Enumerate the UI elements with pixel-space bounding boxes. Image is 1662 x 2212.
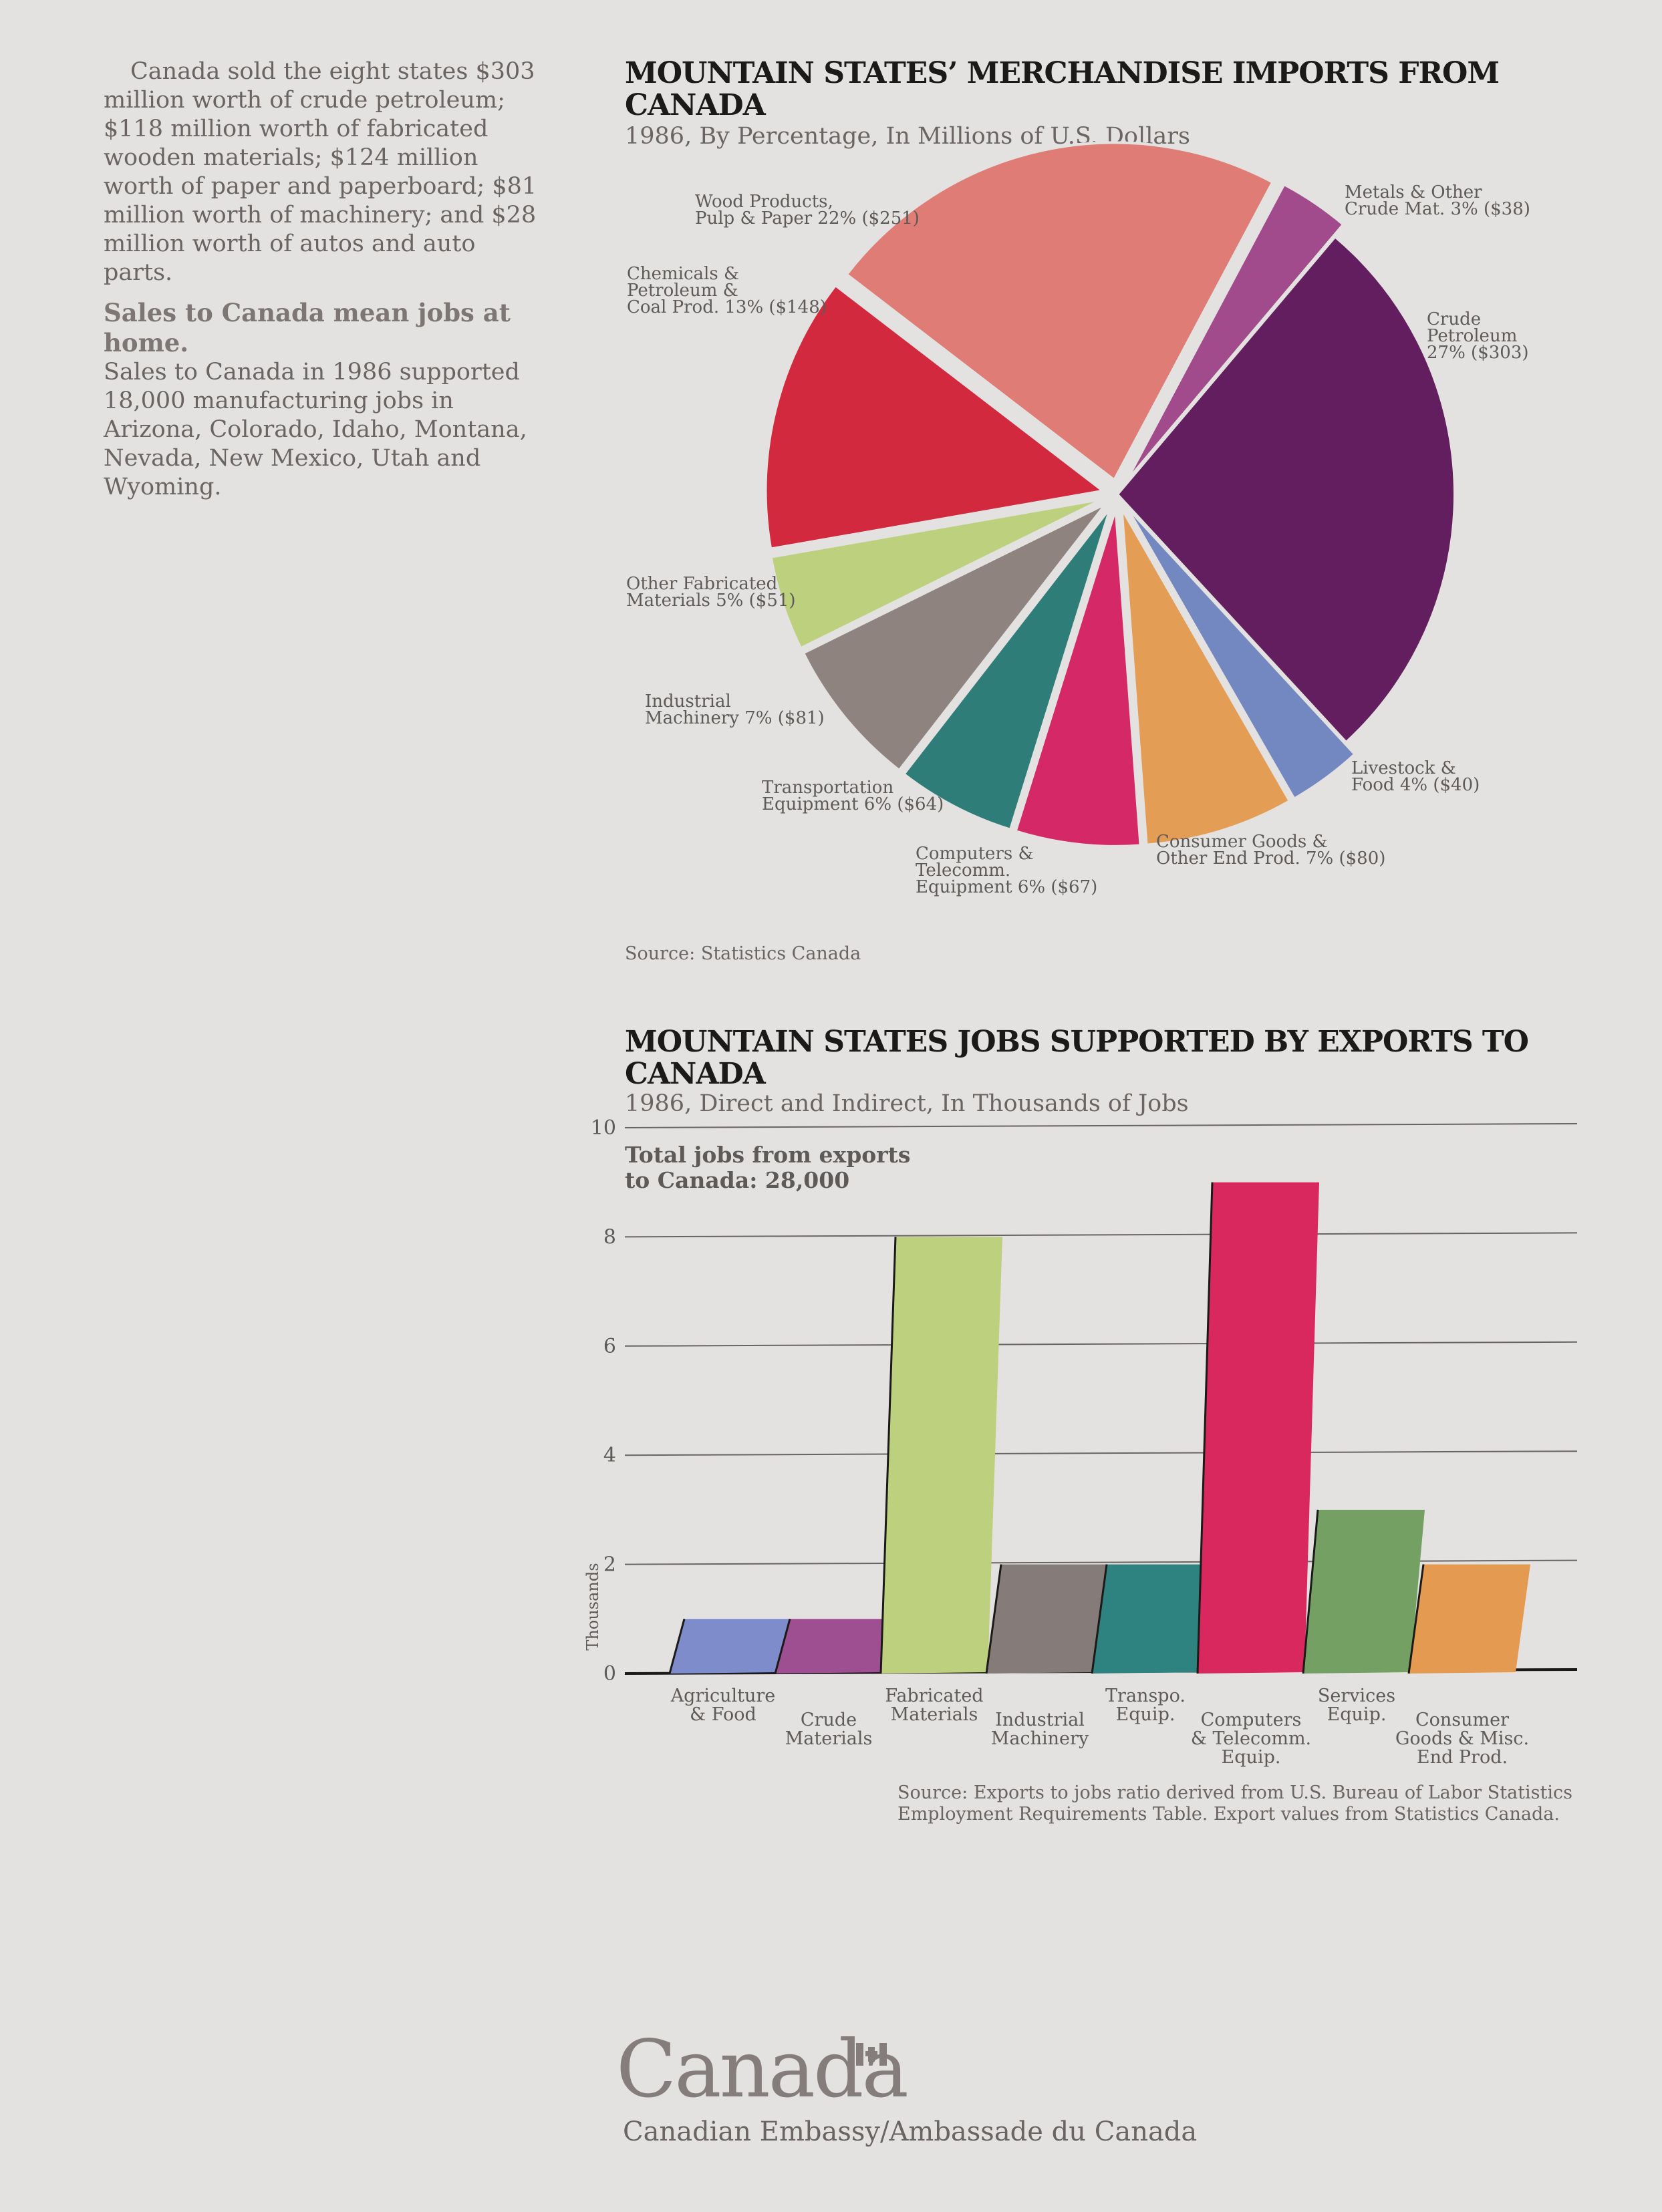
bar-source-line-1: Source: Exports to jobs ratio derived fr… (897, 1782, 1572, 1803)
x-tick-label-computers-telecomm-equip: Computers & Telecomm. Equip. (1191, 1710, 1311, 1768)
intro-subheading: Sales to Canada mean jobs at home. (104, 298, 511, 357)
intro-paragraph-2: Sales to Canada in 1986 supported 18,000… (104, 359, 527, 500)
pie-source: Source: Statistics Canada (625, 943, 861, 964)
bar-edge (1302, 1509, 1319, 1674)
y-axis-label: Thousands (583, 1563, 602, 1650)
total-jobs-annotation: Total jobs from exports to Canada: 28,000 (625, 1142, 911, 1193)
pie-label-transportation: Transportation Equipment 6% ($64) (762, 778, 944, 814)
bar-edge (1091, 1564, 1108, 1674)
pie-slice-chemicals (764, 283, 1107, 550)
x-tick-label-services-equip: Services Equip. (1318, 1686, 1395, 1725)
pie-slice-industrial (801, 502, 1107, 772)
bar-chart-title: MOUNTAIN STATES JOBS SUPPORTED BY EXPORT… (625, 1025, 1529, 1091)
pie-label-industrial: Industrial Machinery 7% ($81) (645, 691, 825, 728)
intro-text: Canada sold the eight states $303 millio… (104, 57, 545, 502)
pie-label-consumer-goods: Consumer Goods & Other End Prod. 7% ($80) (1156, 832, 1385, 868)
embassy-name: Canadian Embassy/Ambassade du Canada (623, 2116, 1198, 2147)
pie-slice-other-fabricated (769, 497, 1104, 650)
pie-slice-consumer-goods (1120, 508, 1292, 846)
pie-label-metals-other: Metals & Other Crude Mat. 3% ($38) (1345, 182, 1530, 219)
bar-edge (985, 1564, 1002, 1674)
y-tick-label: 2 (603, 1553, 616, 1577)
bar-services-equip (1303, 1509, 1425, 1674)
pie-slice-crude (1115, 234, 1456, 745)
bar-source: Source: Exports to jobs ratio derived fr… (897, 1782, 1572, 1825)
y-tick-label: 10 (591, 1116, 616, 1140)
pie-slice-wood-products (845, 141, 1275, 482)
pie-slice-metals-other (1124, 182, 1345, 484)
bar-edge (668, 1618, 686, 1674)
gridline-6 (624, 1341, 1578, 1347)
x-tick-label-agriculture-food: Agriculture & Food (670, 1686, 776, 1725)
x-tick-label-fabricated-materials: Fabricated Materials (885, 1686, 983, 1725)
x-tick-label-consumer-goods-misc-end-prod: Consumer Goods & Misc. End Prod. (1395, 1710, 1529, 1768)
bar-agriculture-food (670, 1619, 791, 1674)
pie-chart: Metals & Other Crude Mat. 3% ($38) Crude Pe… (626, 141, 1530, 897)
canada-flag-icon (856, 2043, 887, 2066)
gridline-4 (624, 1450, 1578, 1456)
bar-chart: 0 2 4 6 8 10 Thousands Total jobs from exports t… (583, 1116, 1578, 1768)
intro-paragraph: Canada sold the eight states $303 millio… (104, 58, 537, 286)
bar-computers-telecomm-equip (1198, 1182, 1319, 1674)
bar-consumer-goods-misc-end-prod (1409, 1564, 1530, 1674)
bar-fabricated-materials (881, 1237, 1002, 1674)
bar-industrial-machinery (986, 1564, 1108, 1674)
pie-slice-transportation (902, 506, 1112, 832)
x-tick-label-crude-materials: Crude Materials (785, 1710, 873, 1749)
pie-label-livestock: Livestock & Food 4% ($40) (1351, 758, 1480, 795)
bar-edge (1407, 1564, 1425, 1674)
bar-transpo-equip (1092, 1564, 1214, 1674)
pie-label-computers: Computers & Telecomm. Equipment 6% ($67) (916, 844, 1097, 897)
pie-label-other-fabricated: Other Fabricated Materials 5% ($51) (626, 574, 796, 611)
bar-edge (774, 1618, 791, 1674)
pie-label-wood-products: Wood Products, Pulp & Paper 22% ($251) (695, 192, 920, 228)
pie-chart-title: MOUNTAIN STATES’ MERCHANDISE IMPORTS FRO… (625, 56, 1500, 122)
y-tick-label: 6 (603, 1335, 616, 1358)
bar-source-line-2: Employment Requirements Table. Export va… (897, 1804, 1560, 1825)
bar-edge (879, 1237, 897, 1674)
y-tick-label: 4 (603, 1444, 616, 1467)
y-tick-label: 0 (603, 1662, 616, 1686)
pie-label-crude: Crude Petroleum 27% ($303) (1427, 309, 1529, 363)
x-tick-label-transpo-equip: Transpo. Equip. (1105, 1686, 1186, 1725)
pie-label-chemicals: Chemicals & Petroleum & Coal Prod. 13% ($1… (627, 264, 827, 317)
x-tick-label-industrial-machinery: Industrial Machinery (991, 1710, 1089, 1749)
gridline-2 (624, 1559, 1578, 1565)
bar-crude-materials (775, 1619, 897, 1674)
y-tick-label: 8 (603, 1225, 616, 1249)
pie-slice-livestock (1125, 505, 1357, 801)
canada-wordmark: Canada (616, 2023, 909, 2115)
gridline-8 (624, 1232, 1578, 1238)
bar-chart-subtitle: 1986, Direct and Indirect, In Thousands … (625, 1090, 1189, 1117)
bar-edge (1196, 1182, 1214, 1674)
gridline-10 (624, 1123, 1578, 1128)
pie-slice-computers (1014, 508, 1142, 848)
